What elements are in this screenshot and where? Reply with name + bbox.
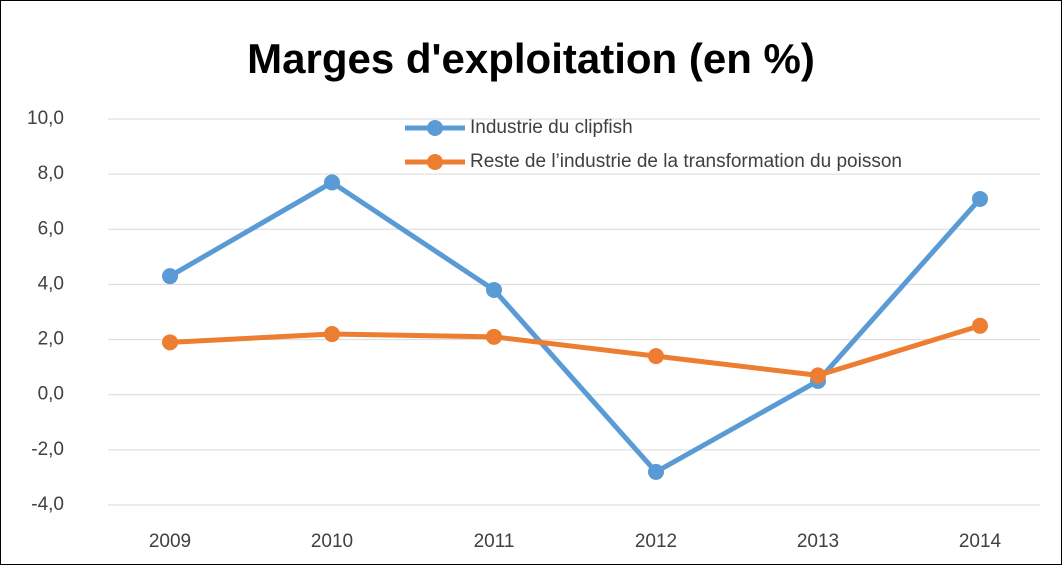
y-tick-label: 4,0	[38, 273, 64, 294]
legend-marker	[427, 154, 443, 170]
y-tick-label: -2,0	[31, 439, 64, 460]
data-point	[324, 326, 340, 343]
legend-marker	[427, 120, 443, 136]
data-point	[972, 190, 988, 207]
data-point	[648, 348, 664, 365]
data-point	[648, 463, 664, 480]
x-tick-label: 2013	[797, 531, 839, 552]
y-tick-label: 0,0	[38, 384, 64, 405]
data-point	[486, 328, 502, 345]
y-tick-label: 2,0	[38, 329, 64, 350]
y-tick-label: -4,0	[31, 494, 64, 515]
legend-label: Industrie du clipfish	[470, 117, 633, 138]
x-tick-label: 2011	[474, 531, 515, 552]
y-tick-label: 6,0	[38, 218, 64, 239]
series-line	[168, 179, 982, 475]
x-tick-label: 2010	[311, 531, 353, 552]
x-tick-label: 2014	[959, 531, 1002, 552]
x-tick-label: 2012	[635, 531, 677, 552]
y-tick-label: 8,0	[38, 163, 64, 184]
series-line	[169, 323, 981, 378]
data-point	[810, 367, 826, 384]
data-point	[324, 174, 340, 191]
data-point	[972, 317, 988, 334]
data-point	[162, 334, 178, 351]
data-point	[486, 281, 502, 298]
x-tick-label: 2009	[149, 531, 191, 552]
y-tick-label: 10,0	[27, 108, 64, 129]
data-point	[162, 268, 178, 285]
chart-title: Marges d'exploitation (en %)	[247, 35, 815, 82]
legend-label: Reste de l’industrie de la transformatio…	[470, 151, 902, 172]
